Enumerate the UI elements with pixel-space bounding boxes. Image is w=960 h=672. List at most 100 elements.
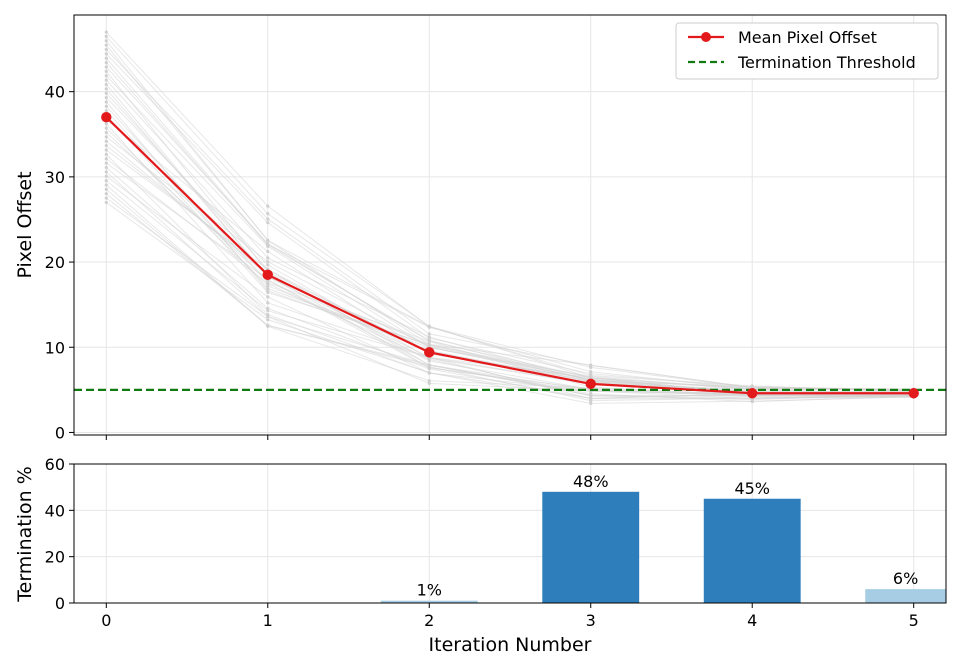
offset-plot: 0 10 20 30 40 Pixel Offset Mean Pixel Offset…: [14, 14, 947, 442]
termination-y-tick-label: 60: [45, 455, 65, 474]
offset-trajectory-point: [589, 365, 593, 369]
termination-bar: [542, 491, 640, 603]
termination-y-tick-label: 20: [45, 548, 65, 567]
offset-y-tick-label: 40: [45, 83, 65, 102]
offset-trajectory-point: [104, 52, 108, 56]
offset-trajectory-point: [104, 178, 108, 183]
offset-trajectory-point: [589, 396, 593, 400]
offset-trajectory-point: [104, 43, 108, 47]
termination-plot-frame: [73, 463, 947, 604]
offset-trajectory-point: [104, 126, 108, 130]
offset-x-ticks: [105, 435, 915, 440]
termination-y-tick-label: 40: [45, 501, 65, 520]
x-axis-label: Iteration Number: [429, 634, 592, 656]
offset-y-ticks: 0 10 20 30 40: [45, 83, 74, 442]
offset-trajectory-point: [266, 260, 270, 264]
offset-trajectory-point: [266, 242, 270, 246]
offset-trajectory-point: [427, 325, 431, 329]
offset-trajectory-point: [589, 363, 593, 367]
termination-x-tick-label: 0: [101, 611, 111, 630]
offset-trajectory-point: [104, 78, 108, 82]
offset-trajectory-point: [266, 318, 270, 322]
offset-trajectory-point: [589, 394, 593, 398]
legend-mean-label: Mean Pixel Offset: [738, 28, 877, 47]
termination-y-tick-label: 0: [55, 594, 65, 613]
termination-x-tick-label: 1: [263, 611, 273, 630]
offset-trajectory-point: [104, 95, 108, 100]
offset-trajectory-point: [104, 187, 108, 191]
offset-trajectory-point: [427, 379, 431, 383]
offset-y-tick-label: 20: [45, 253, 65, 272]
offset-trajectory-point: [750, 384, 754, 388]
legend-threshold-label: Termination Threshold: [737, 53, 916, 72]
offset-trajectory-point: [104, 34, 108, 39]
offset-trajectory-point: [104, 183, 108, 187]
offset-trajectory-point: [104, 30, 108, 34]
offset-trajectory-point: [104, 61, 108, 65]
offset-trajectory-point: [104, 157, 108, 161]
termination-bar: [865, 589, 946, 603]
offset-trajectory-point: [104, 165, 108, 170]
offset-trajectory-point: [104, 65, 108, 69]
offset-trajectory-point: [427, 371, 431, 375]
offset-trajectory-point: [104, 82, 108, 87]
termination-x-tick-label: 2: [424, 611, 434, 630]
offset-trajectory-point: [266, 263, 270, 267]
termination-bar-label: 6%: [893, 569, 918, 588]
offset-trajectory-point: [266, 306, 270, 310]
offset-trajectory-point: [104, 91, 108, 95]
mean-offset-point: [101, 112, 112, 123]
offset-trajectory-point: [266, 301, 270, 305]
offset-trajectory-point: [104, 122, 108, 126]
offset-trajectory-point: [266, 308, 270, 313]
termination-bar-label: 45%: [734, 479, 770, 498]
offset-trajectory-point: [104, 47, 108, 52]
offset-trajectory-point: [104, 196, 108, 200]
termination-x-ticks: 0 1 2 3 4 5: [101, 603, 919, 630]
offset-trajectory-point: [104, 152, 108, 156]
offset-trajectory-point: [589, 401, 593, 406]
legend-box: [675, 22, 939, 80]
termination-bar: [703, 498, 801, 603]
offset-trajectory-point: [104, 87, 108, 91]
offset-trajectory-point: [266, 281, 270, 285]
offset-trajectory-line: [105, 105, 914, 397]
offset-plot-grid: [74, 15, 946, 435]
offset-trajectory-point: [266, 221, 270, 225]
mean-offset-line: [105, 116, 914, 395]
offset-trajectory-point: [104, 148, 108, 152]
offset-trajectory-point: [104, 56, 108, 60]
mean-offset-point: [262, 269, 273, 281]
termination-bars: 1% 48% 45% 6%: [380, 472, 946, 603]
mean-offset-point: [424, 347, 435, 358]
offset-trajectory-point: [104, 104, 108, 108]
offset-y-tick-label: 10: [45, 338, 65, 357]
mean-offset-point: [908, 388, 919, 399]
offset-trajectory-point: [589, 373, 593, 378]
offset-y-tick-label: 30: [45, 168, 65, 187]
offset-trajectory-point: [427, 359, 431, 363]
offset-trajectory-point: [266, 212, 270, 216]
offset-trajectory-point: [104, 39, 108, 43]
offset-trajectory-point: [104, 144, 108, 148]
termination-x-tick-label: 3: [586, 611, 596, 630]
termination-y-label: Termination %: [14, 466, 36, 603]
offset-trajectory-point: [427, 381, 431, 385]
mean-offset-point: [747, 388, 758, 399]
offset-trajectory-line: [105, 145, 914, 398]
termination-x-tick-label: 4: [747, 611, 757, 630]
offset-trajectory-point: [266, 295, 270, 299]
offset-trajectory-point: [266, 238, 270, 243]
termination-bar-label: 1%: [417, 581, 442, 600]
legend: Mean Pixel Offset Termination Threshold: [675, 22, 939, 80]
offset-trajectory-point: [427, 342, 431, 346]
termination-y-ticks: 0 20 40 60: [45, 455, 74, 613]
offset-trajectory-point: [104, 130, 108, 135]
offset-y-label: Pixel Offset: [14, 171, 36, 278]
offset-trajectory-point: [427, 363, 431, 367]
offset-trajectory-point: [589, 376, 593, 380]
mean-offset-point: [585, 378, 596, 390]
termination-bar-label: 48%: [573, 472, 609, 491]
offset-trajectory-point: [104, 74, 108, 78]
offset-trajectory-point: [427, 366, 431, 370]
